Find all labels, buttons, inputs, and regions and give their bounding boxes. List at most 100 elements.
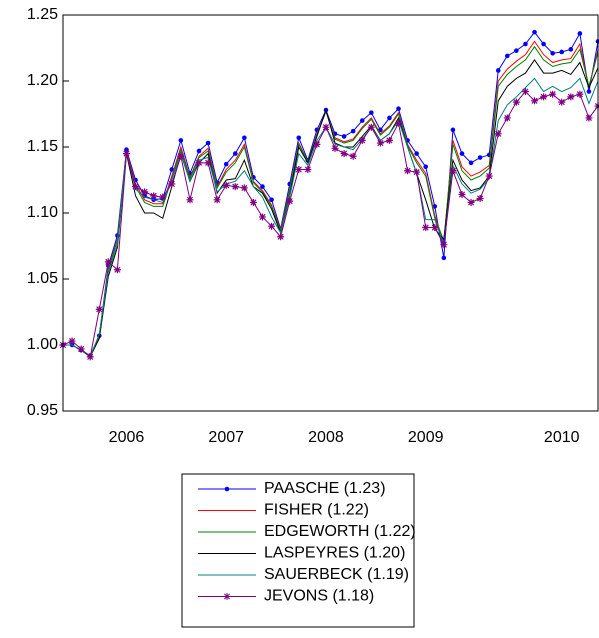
marker <box>168 180 175 187</box>
marker <box>179 138 184 143</box>
marker <box>540 93 547 100</box>
marker <box>442 256 447 261</box>
marker <box>268 223 275 230</box>
marker <box>522 88 529 95</box>
marker <box>496 68 501 73</box>
marker <box>250 199 257 206</box>
marker <box>458 191 465 198</box>
marker <box>150 192 157 199</box>
marker <box>286 198 293 205</box>
marker <box>440 241 447 248</box>
marker <box>423 165 428 170</box>
marker <box>567 93 574 100</box>
marker <box>96 306 103 313</box>
marker <box>478 155 483 160</box>
marker <box>350 153 357 160</box>
marker <box>123 150 130 157</box>
marker <box>386 137 393 144</box>
marker <box>532 30 537 35</box>
marker <box>431 224 438 231</box>
marker <box>87 353 94 360</box>
marker <box>277 233 284 240</box>
marker <box>422 224 429 231</box>
marker <box>513 99 520 106</box>
marker <box>233 151 238 156</box>
marker <box>541 42 546 47</box>
marker <box>341 150 348 157</box>
marker <box>449 167 456 174</box>
marker <box>404 167 411 174</box>
y-tick-label: 1.15 <box>27 138 58 155</box>
marker <box>587 89 592 94</box>
marker <box>224 162 229 167</box>
marker <box>197 149 202 154</box>
marker <box>514 48 519 53</box>
marker <box>578 31 583 36</box>
marker <box>368 124 375 131</box>
marker <box>413 169 420 176</box>
marker <box>568 47 573 52</box>
x-tick-label: 2010 <box>544 429 580 446</box>
marker <box>469 161 474 166</box>
marker <box>296 135 301 140</box>
marker <box>505 54 510 59</box>
marker <box>468 199 475 206</box>
y-tick-label: 1.20 <box>27 72 58 89</box>
marker <box>259 213 266 220</box>
x-tick-label: 2006 <box>109 429 145 446</box>
marker <box>396 106 401 111</box>
marker <box>304 166 311 173</box>
marker <box>242 135 247 140</box>
marker <box>576 91 583 98</box>
marker <box>322 124 329 131</box>
marker <box>523 42 528 47</box>
marker <box>232 183 239 190</box>
y-tick-label: 0.95 <box>27 402 58 419</box>
marker <box>550 51 555 56</box>
marker <box>486 173 493 180</box>
legend-marker <box>224 593 231 600</box>
marker <box>495 130 502 137</box>
y-tick-label: 1.25 <box>27 6 58 23</box>
marker <box>559 50 564 55</box>
marker <box>313 141 320 148</box>
marker <box>414 151 419 156</box>
marker <box>269 198 274 203</box>
marker <box>196 159 203 166</box>
legend-label: EDGEWORTH (1.22) <box>264 523 416 540</box>
marker <box>531 97 538 104</box>
marker <box>558 99 565 106</box>
marker <box>359 137 366 144</box>
marker <box>177 153 184 160</box>
marker <box>585 114 592 121</box>
marker <box>387 116 392 121</box>
marker <box>69 338 76 345</box>
legend-label: LASPEYRES (1.20) <box>264 545 405 562</box>
marker <box>241 184 248 191</box>
y-tick-label: 1.10 <box>27 204 58 221</box>
legend-label: FISHER (1.22) <box>264 502 369 519</box>
marker <box>342 134 347 139</box>
x-tick-label: 2008 <box>308 429 344 446</box>
marker <box>360 118 365 123</box>
legend-label: PAASCHE (1.23) <box>264 480 386 497</box>
marker <box>549 91 556 98</box>
y-tick-label: 1.05 <box>27 270 58 287</box>
marker <box>132 183 139 190</box>
marker <box>114 266 121 273</box>
marker <box>295 166 302 173</box>
marker <box>395 120 402 127</box>
legend-marker <box>225 487 230 492</box>
marker <box>332 145 339 152</box>
marker <box>78 345 85 352</box>
marker <box>214 196 221 203</box>
marker <box>451 128 456 133</box>
marker <box>141 188 148 195</box>
marker <box>369 110 374 115</box>
marker <box>351 129 356 134</box>
y-tick-label: 1.00 <box>27 336 58 353</box>
marker <box>223 182 230 189</box>
x-tick-label: 2009 <box>408 429 444 446</box>
marker <box>477 195 484 202</box>
